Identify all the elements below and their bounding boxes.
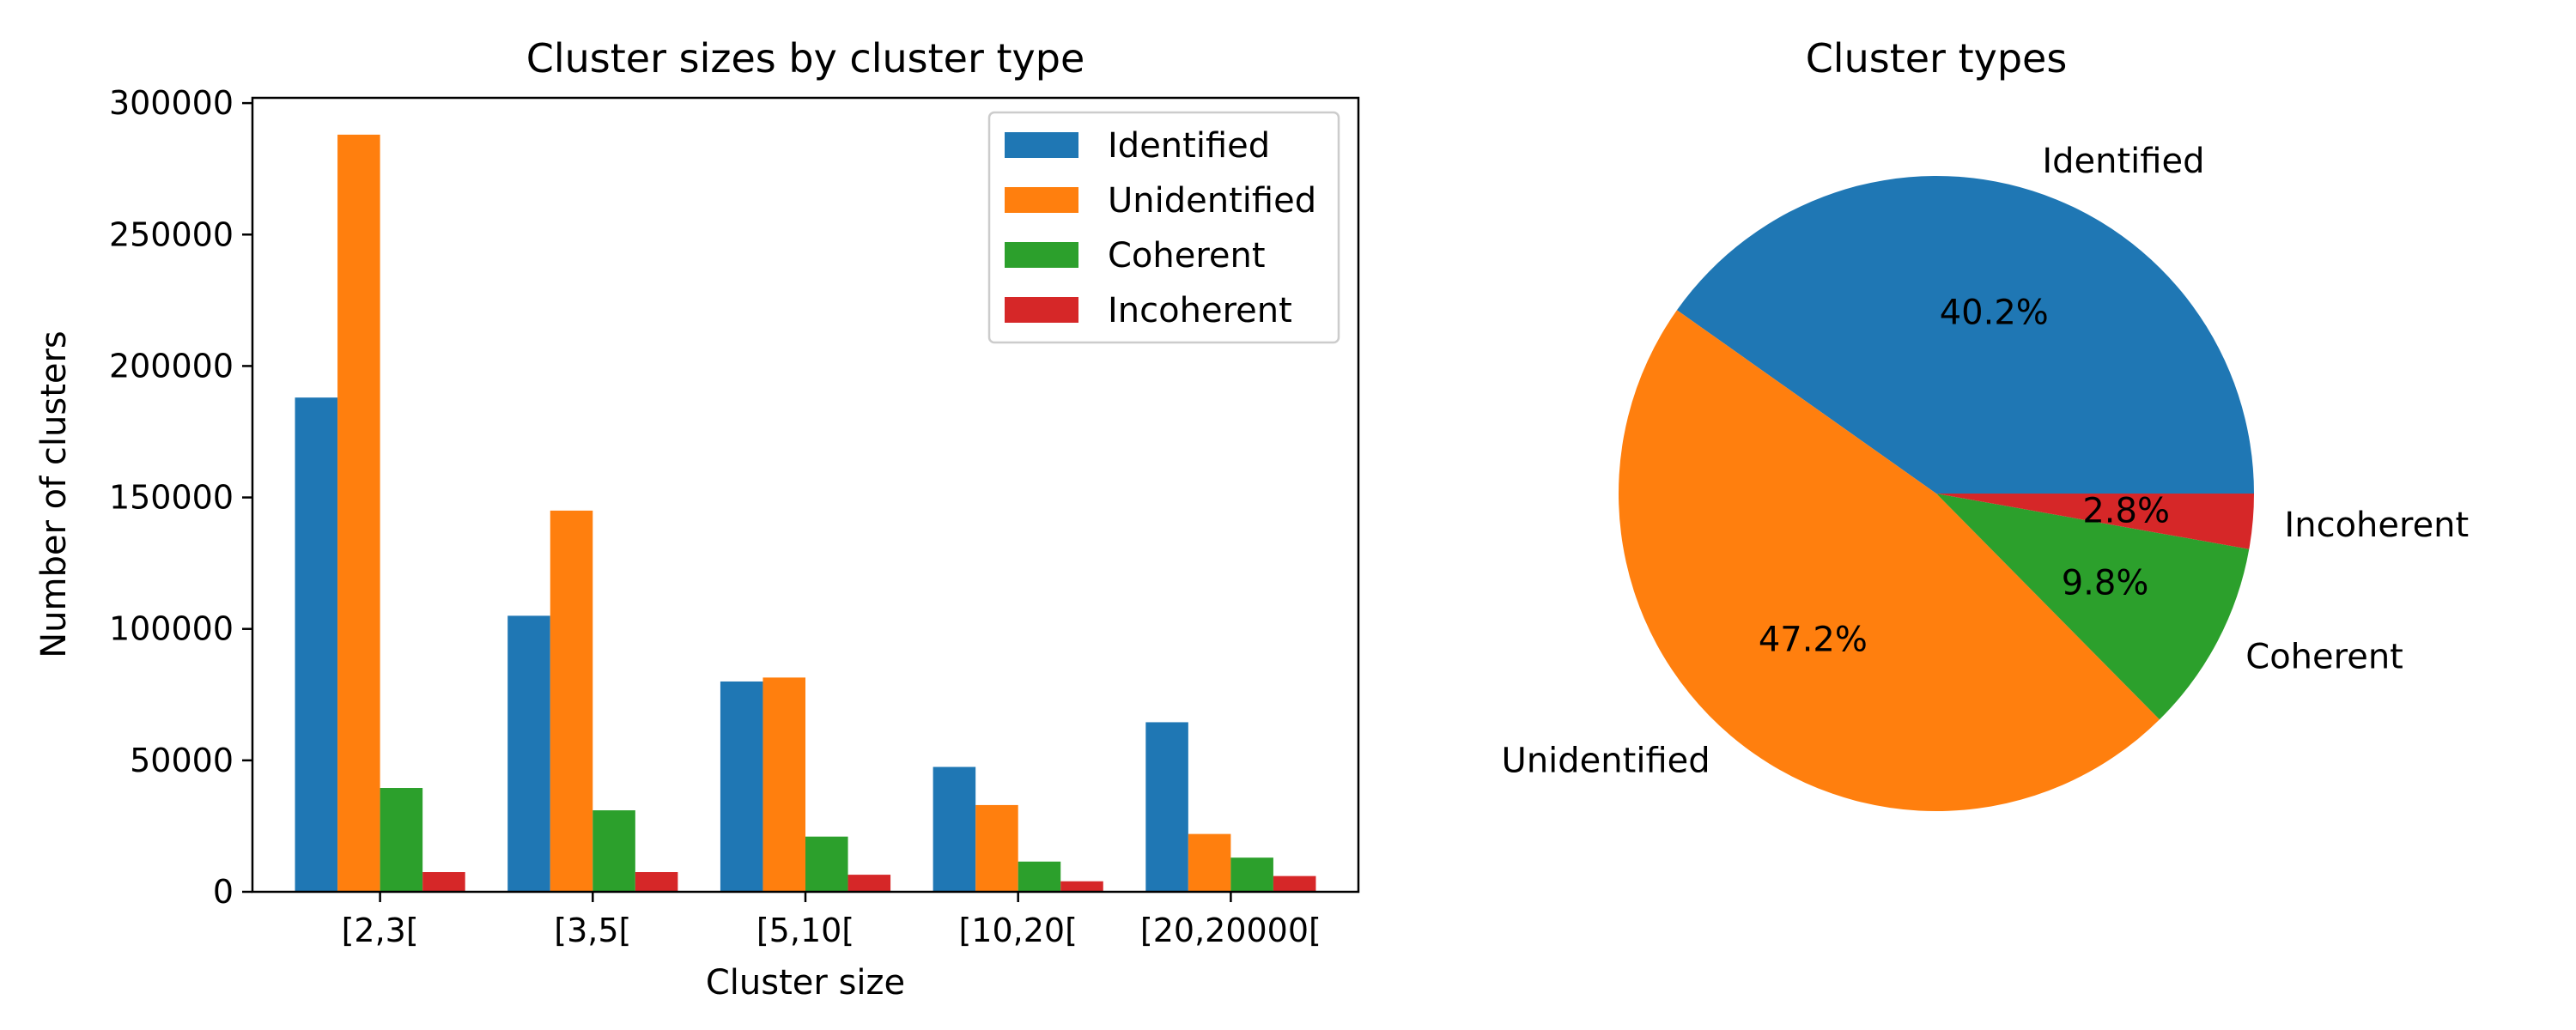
bar-coherent-3 <box>805 836 848 892</box>
legend-frame <box>987 111 1340 344</box>
bar-identified-3 <box>720 681 763 892</box>
bar-coherent-2 <box>592 810 635 892</box>
y-tick-label: 300000 <box>109 84 234 122</box>
bar-incoherent-2 <box>635 872 678 892</box>
legend-label-identified: Identified <box>1108 126 1270 166</box>
bar-chart-title: Cluster sizes by cluster type <box>526 35 1085 82</box>
pie-slice-incoherent <box>1936 494 2254 549</box>
legend-label-unidentified: Unidentified <box>1108 181 1316 221</box>
pie-pct-incoherent: 2.8% <box>2082 492 2170 531</box>
legend: Identified Unidentified Coherent Incoherent <box>987 111 1340 344</box>
bar-unidentified-3 <box>762 677 805 892</box>
pie-slice-coherent <box>1936 494 2250 720</box>
pie-pct-coherent: 9.8% <box>2062 563 2149 603</box>
pie-label-coherent: Coherent <box>2245 637 2403 676</box>
pie-label-incoherent: Incoherent <box>2284 506 2469 545</box>
pie-chart-title: Cluster types <box>1806 35 2068 82</box>
bar-unidentified-5 <box>1188 833 1231 892</box>
pie-pct-unidentified: 47.2% <box>1759 620 1868 659</box>
bars <box>295 134 1316 892</box>
y-tick-label: 250000 <box>109 215 234 253</box>
y-axis-label: Number of clusters <box>34 330 74 658</box>
x-axis-ticks: [2,3[ [3,5[ [5,10[ [10,20[ [20,20000[ <box>342 892 1321 949</box>
bar-unidentified-1 <box>337 134 380 892</box>
x-tick-label: [10,20[ <box>958 912 1077 949</box>
x-tick-label: [3,5[ <box>554 912 631 949</box>
bar-coherent-5 <box>1230 857 1273 892</box>
y-tick-label: 100000 <box>109 610 234 648</box>
y-tick-label: 150000 <box>109 479 234 517</box>
bar-coherent-4 <box>1018 861 1061 892</box>
pie-labels: 40.2% Identified 47.2% Unidentified 9.8% Cohe… <box>1502 142 2470 780</box>
y-axis-ticks: 0 50000 100000 150000 200000 250000 300000 <box>109 84 252 911</box>
legend-swatch-coherent <box>1005 242 1078 268</box>
pie-label-identified: Identified <box>2042 142 2204 181</box>
pie-slices <box>1619 175 2254 811</box>
bar-identified-1 <box>295 397 338 892</box>
legend-entries: Identified Unidentified Coherent Incoherent <box>1005 126 1316 330</box>
bar-incoherent-5 <box>1273 876 1316 892</box>
pie-slice-identified <box>1676 175 2254 494</box>
y-tick-label: 0 <box>213 873 234 911</box>
legend-swatch-identified <box>1005 132 1078 158</box>
pie-chart: Cluster types 40.2% Identified 47.2% Uniden… <box>1502 35 2470 811</box>
bar-incoherent-4 <box>1060 881 1103 892</box>
bar-unidentified-4 <box>975 804 1018 892</box>
x-axis-label: Cluster size <box>706 963 905 1003</box>
bar-identified-2 <box>507 615 550 892</box>
bar-unidentified-2 <box>550 510 593 892</box>
y-tick-label: 200000 <box>109 347 234 385</box>
x-tick-label: [20,20000[ <box>1140 912 1321 949</box>
bar-coherent-1 <box>380 788 423 892</box>
x-tick-label: [5,10[ <box>756 912 854 949</box>
legend-swatch-incoherent <box>1005 297 1078 323</box>
legend-swatch-unidentified <box>1005 187 1078 213</box>
x-tick-label: [2,3[ <box>342 912 419 949</box>
bar-identified-4 <box>933 766 976 892</box>
bar-incoherent-3 <box>848 875 891 892</box>
bar-chart: Cluster sizes by cluster type 0 50000 1000… <box>34 35 1360 1003</box>
bar-identified-5 <box>1145 722 1188 892</box>
pie-label-unidentified: Unidentified <box>1502 741 1710 780</box>
plot-frame <box>251 96 1360 894</box>
bar-incoherent-1 <box>422 872 465 892</box>
y-tick-label: 50000 <box>130 742 234 779</box>
pie-slice-unidentified <box>1619 310 2160 811</box>
legend-label-coherent: Coherent <box>1108 236 1266 276</box>
pie-pct-identified: 40.2% <box>1940 293 2049 332</box>
legend-label-incoherent: Incoherent <box>1108 291 1292 330</box>
